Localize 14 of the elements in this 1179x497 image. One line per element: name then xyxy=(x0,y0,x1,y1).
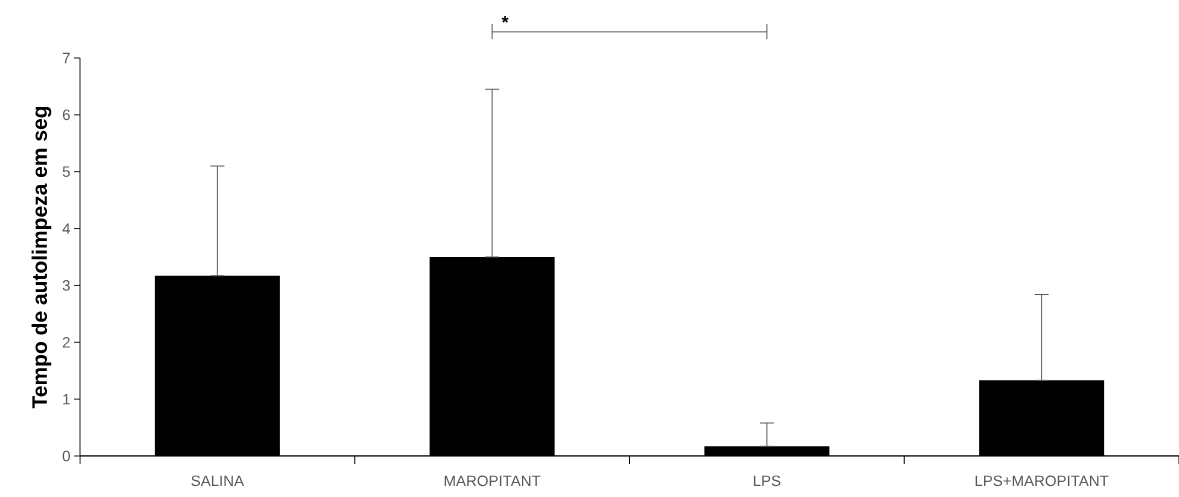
y-tick-label: 5 xyxy=(62,166,70,177)
y-tick-label: 2 xyxy=(62,337,70,348)
x-tick-label: SALINA xyxy=(191,475,245,487)
x-tick-label: LPS xyxy=(753,475,781,487)
x-tick-label: MAROPITANT xyxy=(444,475,541,487)
y-tick-label: 0 xyxy=(62,450,70,462)
y-tick-label: 6 xyxy=(62,109,70,121)
x-tick-label: LPS+MAROPITANT xyxy=(975,475,1109,487)
y-tick-label: 7 xyxy=(62,52,70,64)
y-tick-label: 1 xyxy=(63,393,70,405)
text: * xyxy=(501,15,509,23)
y-tick-label: 4 xyxy=(62,223,71,234)
y-axis-title: Tempo de autolimpeza em seg xyxy=(31,106,52,409)
y-tick-label: 3 xyxy=(62,280,70,291)
